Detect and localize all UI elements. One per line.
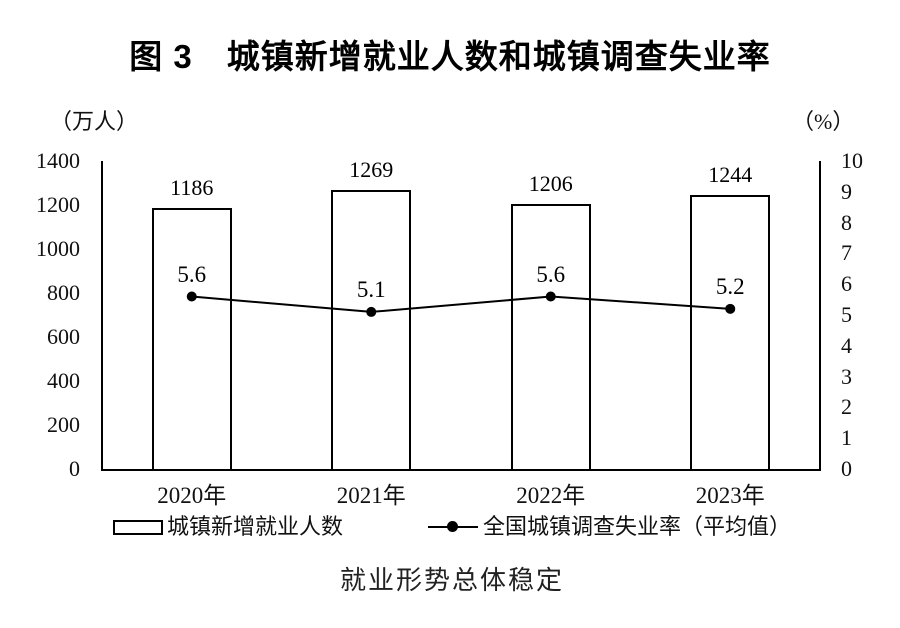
left-axis-tick-label: 400 [47,368,80,393]
left-axis-tick-label: 1000 [36,236,80,261]
x-axis-label-2020年: 2020年 [157,483,227,508]
line-value-label: 5.6 [177,261,207,287]
right-axis-tick-label: 9 [841,178,852,204]
line-series [186,291,736,317]
bar-2020年 [151,208,232,471]
right-axis-tick-label: 2 [841,394,852,420]
left-axis-tick-label: 0 [69,456,80,481]
chart-title: 图 3 城镇新增就业人数和城镇调查失业率 [129,38,771,75]
left-axis-tick-label: 1400 [36,148,80,173]
figure-caption: 就业形势总体稳定 [339,566,564,595]
x-axis-label-2022年: 2022年 [516,483,586,508]
x-axis-line [101,469,821,471]
line-legend-label: 全国城镇调查失业率（平均值） [483,514,792,539]
bar-value-label: 1186 [170,175,214,201]
bar-value-label: 1269 [349,156,394,182]
line-value-label: 5.6 [536,261,566,287]
right-axis-tick-label: 8 [841,209,852,235]
data-point-dot [545,291,556,302]
line-legend-dot-icon [447,521,458,532]
data-point-dot [725,303,736,314]
bar-2023年 [690,195,771,471]
x-axis-label-2023年: 2023年 [695,483,765,508]
right-axis-unit-label: （%） [792,109,855,134]
right-axis-tick-label: 4 [841,332,852,358]
left-axis-tick-label: 200 [47,412,80,437]
x-axis-label-2021年: 2021年 [336,483,406,508]
line-value-label: 5.2 [715,273,745,299]
bar-value-label: 1206 [528,170,573,196]
left-axis-tick-label: 800 [47,280,80,305]
bar-2021年 [331,189,412,471]
data-point-dot [186,291,197,302]
right-axis-tick-label: 1 [841,425,852,451]
bar-legend-label: 城镇新增就业人数 [167,514,344,539]
line-legend-swatch-icon [428,521,478,532]
data-point-dot [366,306,377,317]
bar-legend-swatch-icon [113,520,163,535]
left-axis-unit-label: （万人） [50,109,139,134]
bar-2022年 [510,203,591,471]
right-axis-tick-label: 7 [841,240,852,266]
bar-value-label: 1244 [708,162,753,188]
right-axis-tick-label: 5 [841,302,852,327]
unemployment-rate-line [191,295,731,313]
right-axis-tick-label: 10 [841,148,863,173]
right-axis-line [819,161,821,471]
right-axis-tick-label: 3 [841,363,852,389]
left-axis-tick-label: 600 [47,324,80,349]
left-axis-tick-label: 1200 [36,192,80,217]
right-axis-tick-label: 0 [841,456,852,481]
line-value-label: 5.1 [356,276,386,302]
right-axis-tick-label: 6 [841,271,852,297]
left-axis-line [101,161,103,471]
